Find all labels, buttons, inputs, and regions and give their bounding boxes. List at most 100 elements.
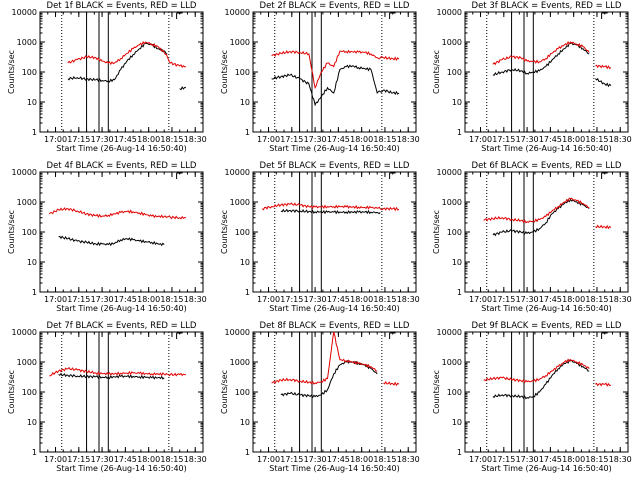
- lld-series-line: [595, 64, 612, 70]
- x-tick-label: 17:00: [469, 135, 492, 144]
- x-axis-label: Start Time (26-Aug-14 16:50:40): [56, 144, 187, 153]
- x-tick-label: 17:30: [304, 455, 327, 464]
- lld-series-line: [383, 380, 400, 387]
- x-tick-label: 17:30: [91, 135, 114, 144]
- events-series-line: [58, 372, 165, 380]
- x-axis-label: Start Time (26-Aug-14 16:50:40): [269, 144, 400, 153]
- x-tick-label: 18:00: [350, 295, 373, 304]
- y-tick-label: 1: [457, 128, 462, 137]
- y-tick-label: 10000: [225, 8, 250, 17]
- lld-series-line: [49, 366, 186, 377]
- x-tick-label: 17:00: [469, 455, 492, 464]
- x-tick-label: 18:30: [609, 455, 632, 464]
- y-tick-label: 100: [447, 388, 462, 397]
- x-tick-label: 18:15: [373, 455, 396, 464]
- x-tick-label: 17:15: [280, 135, 303, 144]
- y-tick-label: 1000: [17, 358, 37, 367]
- x-tick-label: 17:30: [516, 135, 539, 144]
- y-tick-label: 1000: [230, 358, 250, 367]
- events-series-line: [595, 77, 612, 88]
- y-tick-label: 10000: [437, 328, 462, 337]
- events-series-line: [492, 359, 590, 400]
- x-tick-label: 18:30: [609, 295, 632, 304]
- lld-series-line: [271, 49, 400, 90]
- y-axis-label: Counts/sec: [432, 210, 441, 254]
- y-tick-label: 100: [235, 228, 250, 237]
- y-tick-label: 10: [27, 258, 37, 267]
- x-tick-label: 17:15: [67, 135, 90, 144]
- x-tick-label: 17:00: [257, 455, 280, 464]
- panel-7: Det 7f BLACK = Events, RED = LLD Counts/s…: [7, 321, 207, 473]
- panel-5: Det 5f BLACK = Events, RED = LLD Counts/s…: [220, 161, 420, 313]
- chart-title: Det 3f BLACK = Events, RED = LLD: [472, 1, 622, 11]
- corner-bracket: [389, 332, 396, 339]
- x-tick-label: 18:15: [585, 455, 608, 464]
- y-tick-label: 1: [457, 288, 462, 297]
- plot-frame: [252, 11, 417, 133]
- x-axis-label: Start Time (26-Aug-14 16:50:40): [269, 304, 400, 313]
- events-series-line: [67, 42, 168, 83]
- x-tick-label: 17:45: [114, 455, 137, 464]
- y-tick-label: 1: [457, 448, 462, 457]
- x-tick-label: 18:30: [397, 295, 420, 304]
- lld-series-line: [492, 40, 590, 66]
- plot-frame: [39, 11, 204, 133]
- x-tick-label: 17:15: [492, 455, 515, 464]
- y-tick-label: 10000: [12, 8, 37, 17]
- y-axis-label: Counts/sec: [7, 50, 16, 94]
- events-series-line: [492, 198, 590, 237]
- y-tick-label: 100: [447, 228, 462, 237]
- y-tick-label: 100: [22, 228, 37, 237]
- events-series-line: [179, 86, 187, 91]
- x-tick-label: 18:00: [562, 135, 585, 144]
- x-axis-label: Start Time (26-Aug-14 16:50:40): [56, 464, 187, 473]
- x-axis-label: Start Time (26-Aug-14 16:50:40): [481, 464, 612, 473]
- x-tick-label: 17:15: [492, 295, 515, 304]
- corner-bracket: [601, 172, 608, 179]
- y-tick-label: 10000: [437, 168, 462, 177]
- x-tick-label: 17:45: [539, 295, 562, 304]
- chart-title: Det 4f BLACK = Events, RED = LLD: [47, 161, 197, 171]
- x-tick-label: 18:30: [184, 135, 207, 144]
- y-tick-label: 1000: [17, 38, 37, 47]
- y-tick-label: 10: [240, 258, 250, 267]
- y-tick-label: 1000: [17, 198, 37, 207]
- x-tick-label: 18:15: [373, 295, 396, 304]
- panel-2: Det 2f BLACK = Events, RED = LLD Counts/s…: [220, 1, 420, 153]
- plot-frame: [252, 171, 417, 293]
- x-tick-label: 18:00: [350, 135, 373, 144]
- y-tick-label: 1: [245, 128, 250, 137]
- plot-frame: [464, 171, 629, 293]
- x-tick-label: 18:30: [184, 455, 207, 464]
- x-tick-label: 18:15: [160, 455, 183, 464]
- lld-series-line: [271, 331, 378, 385]
- y-tick-label: 10: [27, 418, 37, 427]
- chart-title: Det 1f BLACK = Events, RED = LLD: [47, 1, 197, 11]
- x-tick-label: 17:45: [327, 135, 350, 144]
- y-axis-label: Counts/sec: [220, 50, 229, 94]
- y-tick-label: 1: [32, 128, 37, 137]
- x-tick-label: 18:30: [609, 135, 632, 144]
- x-tick-label: 17:30: [516, 295, 539, 304]
- y-tick-label: 1000: [230, 38, 250, 47]
- chart-title: Det 7f BLACK = Events, RED = LLD: [47, 321, 197, 331]
- lld-series-line: [262, 202, 400, 212]
- corner-bracket: [176, 332, 183, 339]
- x-tick-label: 18:15: [585, 135, 608, 144]
- y-axis-label: Counts/sec: [220, 210, 229, 254]
- panel-1: Det 1f BLACK = Events, RED = LLD Counts/s…: [7, 1, 207, 153]
- chart-title: Det 2f BLACK = Events, RED = LLD: [260, 1, 410, 11]
- corner-bracket: [176, 172, 183, 179]
- y-tick-label: 10000: [225, 328, 250, 337]
- y-tick-label: 10: [240, 98, 250, 107]
- corner-bracket: [389, 12, 396, 19]
- x-tick-label: 17:15: [492, 135, 515, 144]
- corner-bracket: [601, 12, 608, 19]
- plot-frame: [464, 11, 629, 133]
- x-axis-label: Start Time (26-Aug-14 16:50:40): [481, 144, 612, 153]
- x-tick-label: 18:15: [585, 295, 608, 304]
- x-tick-label: 18:15: [373, 135, 396, 144]
- x-tick-label: 17:45: [114, 135, 137, 144]
- y-tick-label: 100: [447, 68, 462, 77]
- y-tick-label: 10: [452, 258, 462, 267]
